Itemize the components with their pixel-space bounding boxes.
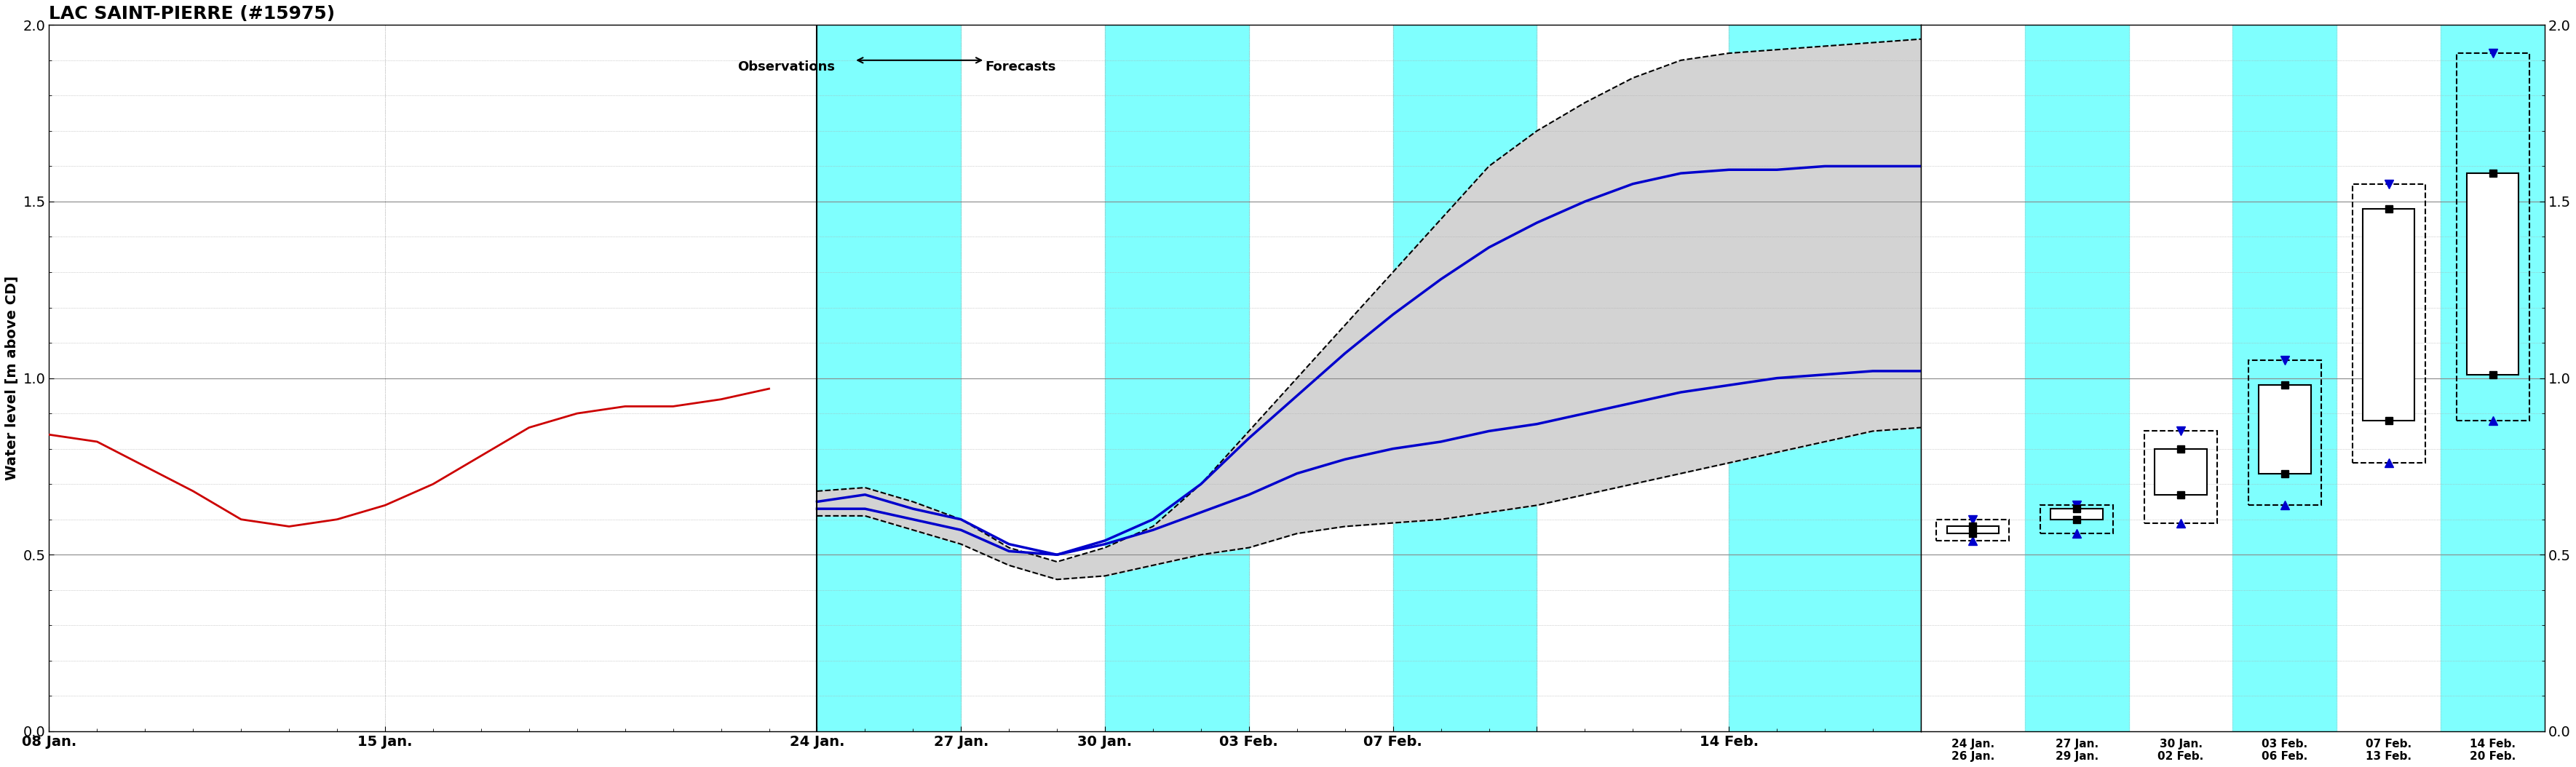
FancyBboxPatch shape	[2362, 209, 2414, 420]
Bar	[2025, 25, 2128, 731]
Text: Forecasts: Forecasts	[984, 61, 1056, 74]
FancyBboxPatch shape	[2468, 173, 2519, 374]
Bar	[1728, 25, 1922, 731]
Text: 5%: 5%	[1935, 32, 1955, 45]
Bar	[817, 25, 961, 731]
Bar	[2233, 25, 2336, 731]
Text: 95%: 95%	[1935, 421, 1963, 434]
Bar	[1105, 25, 1249, 731]
Text: 15%: 15%	[1935, 160, 1963, 173]
FancyBboxPatch shape	[2050, 509, 2102, 519]
Text: Observations: Observations	[737, 61, 835, 74]
FancyBboxPatch shape	[2154, 449, 2208, 495]
Text: LAC SAINT-PIERRE (#15975): LAC SAINT-PIERRE (#15975)	[49, 5, 335, 22]
Y-axis label: Water level [m above CD]: Water level [m above CD]	[5, 276, 18, 480]
FancyBboxPatch shape	[1947, 526, 1999, 534]
FancyBboxPatch shape	[2259, 385, 2311, 473]
Bar	[1394, 25, 1538, 731]
Bar	[2442, 25, 2545, 731]
Text: 85%: 85%	[1935, 364, 1963, 377]
